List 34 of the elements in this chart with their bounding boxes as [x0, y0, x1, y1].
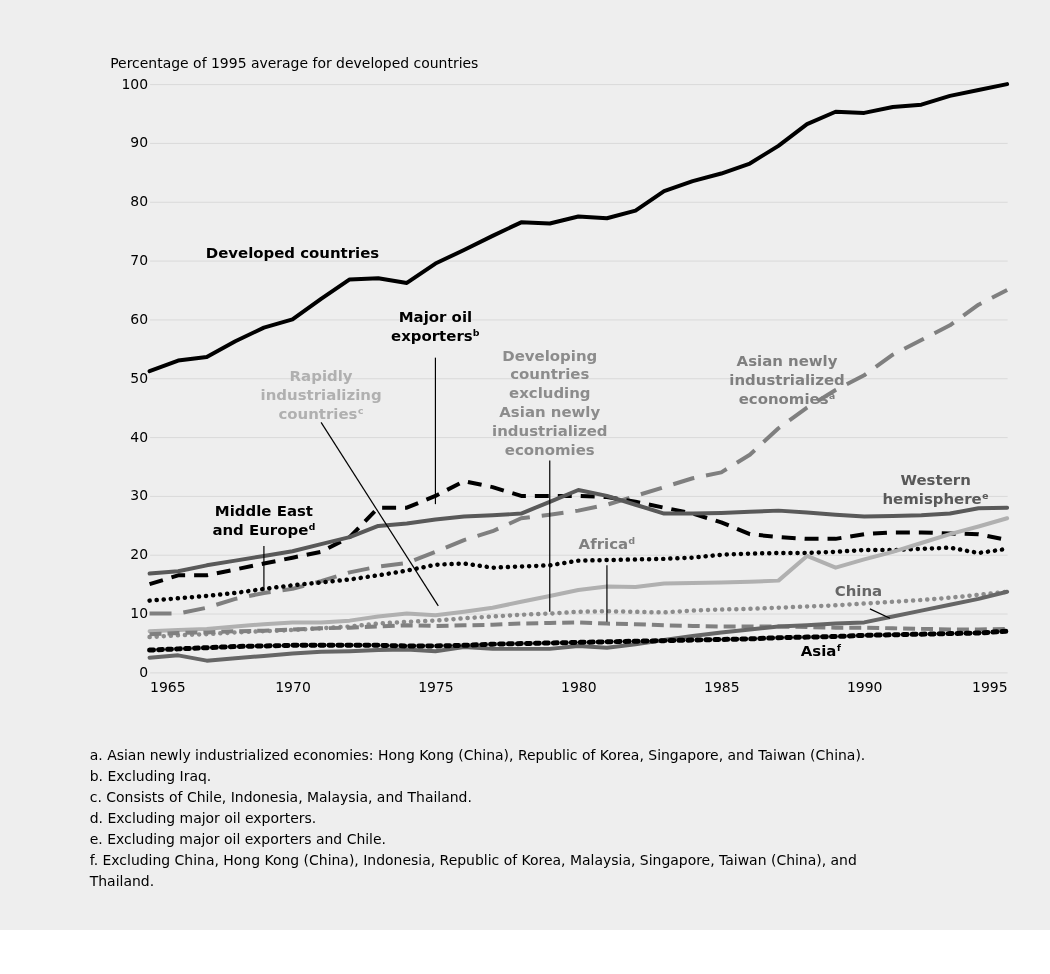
text: a. Asian newly industrialized economies: Hong Kong (China), Republic of Korea, Singapore, and Taiwan (China).	[89, 747, 866, 764]
text: d. Excluding major oil exporters.	[89, 809, 317, 826]
x-tick-label: 1985	[704, 678, 740, 695]
x-tick-label: 1975	[418, 678, 454, 695]
y-tick-label: 10	[130, 605, 149, 622]
text: b. Excluding Iraq.	[89, 768, 212, 785]
y-tick-label: 90	[130, 134, 149, 151]
y-tick-label: 70	[130, 252, 149, 269]
y-tick-label: 40	[130, 428, 149, 445]
text: Major oil exportersᵇ	[391, 308, 480, 346]
x-tick-label: 1990	[846, 678, 883, 695]
y-tick-label: 50	[130, 369, 149, 386]
series-label: Developed countries	[205, 243, 380, 262]
x-tick-label: 1995	[972, 678, 1008, 695]
x-tick-label: 1965	[150, 678, 186, 695]
y-tick-label: 0	[139, 663, 149, 680]
y-tick-label: 80	[130, 193, 149, 210]
y-tick-label: 60	[130, 310, 149, 327]
text: Africaᵈ	[578, 534, 636, 553]
text: e. Excluding major oil exporters and Chile.	[89, 830, 387, 847]
y-axis-title: Percentage of 1995 average for developed countries	[110, 54, 479, 71]
text: f. Excluding China, Hong Kong (China), Indonesia, Republic of Korea, Malaysia, Singapore, Taiwan (China), and Thailand.	[88, 851, 857, 889]
y-tick-label: 30	[130, 487, 149, 504]
y-tick-label: 20	[130, 546, 149, 563]
series-label: Asiaᶠ	[800, 641, 842, 660]
series-label: China	[834, 581, 883, 600]
text: c. Consists of Chile, Indonesia, Malaysia, and Thailand.	[89, 789, 472, 806]
text: Middle East and Europeᵈ	[212, 502, 316, 540]
text: Rapidly industrializing countriesᶜ	[260, 367, 382, 424]
x-tick-label: 1980	[561, 678, 597, 695]
y-tick-label: 100	[121, 75, 149, 92]
text: Developing countries excluding Asian newly industrialized economies	[492, 346, 608, 460]
series-label: Western hemisphereᵉ	[882, 471, 989, 509]
x-tick-label: 1970	[275, 678, 311, 695]
